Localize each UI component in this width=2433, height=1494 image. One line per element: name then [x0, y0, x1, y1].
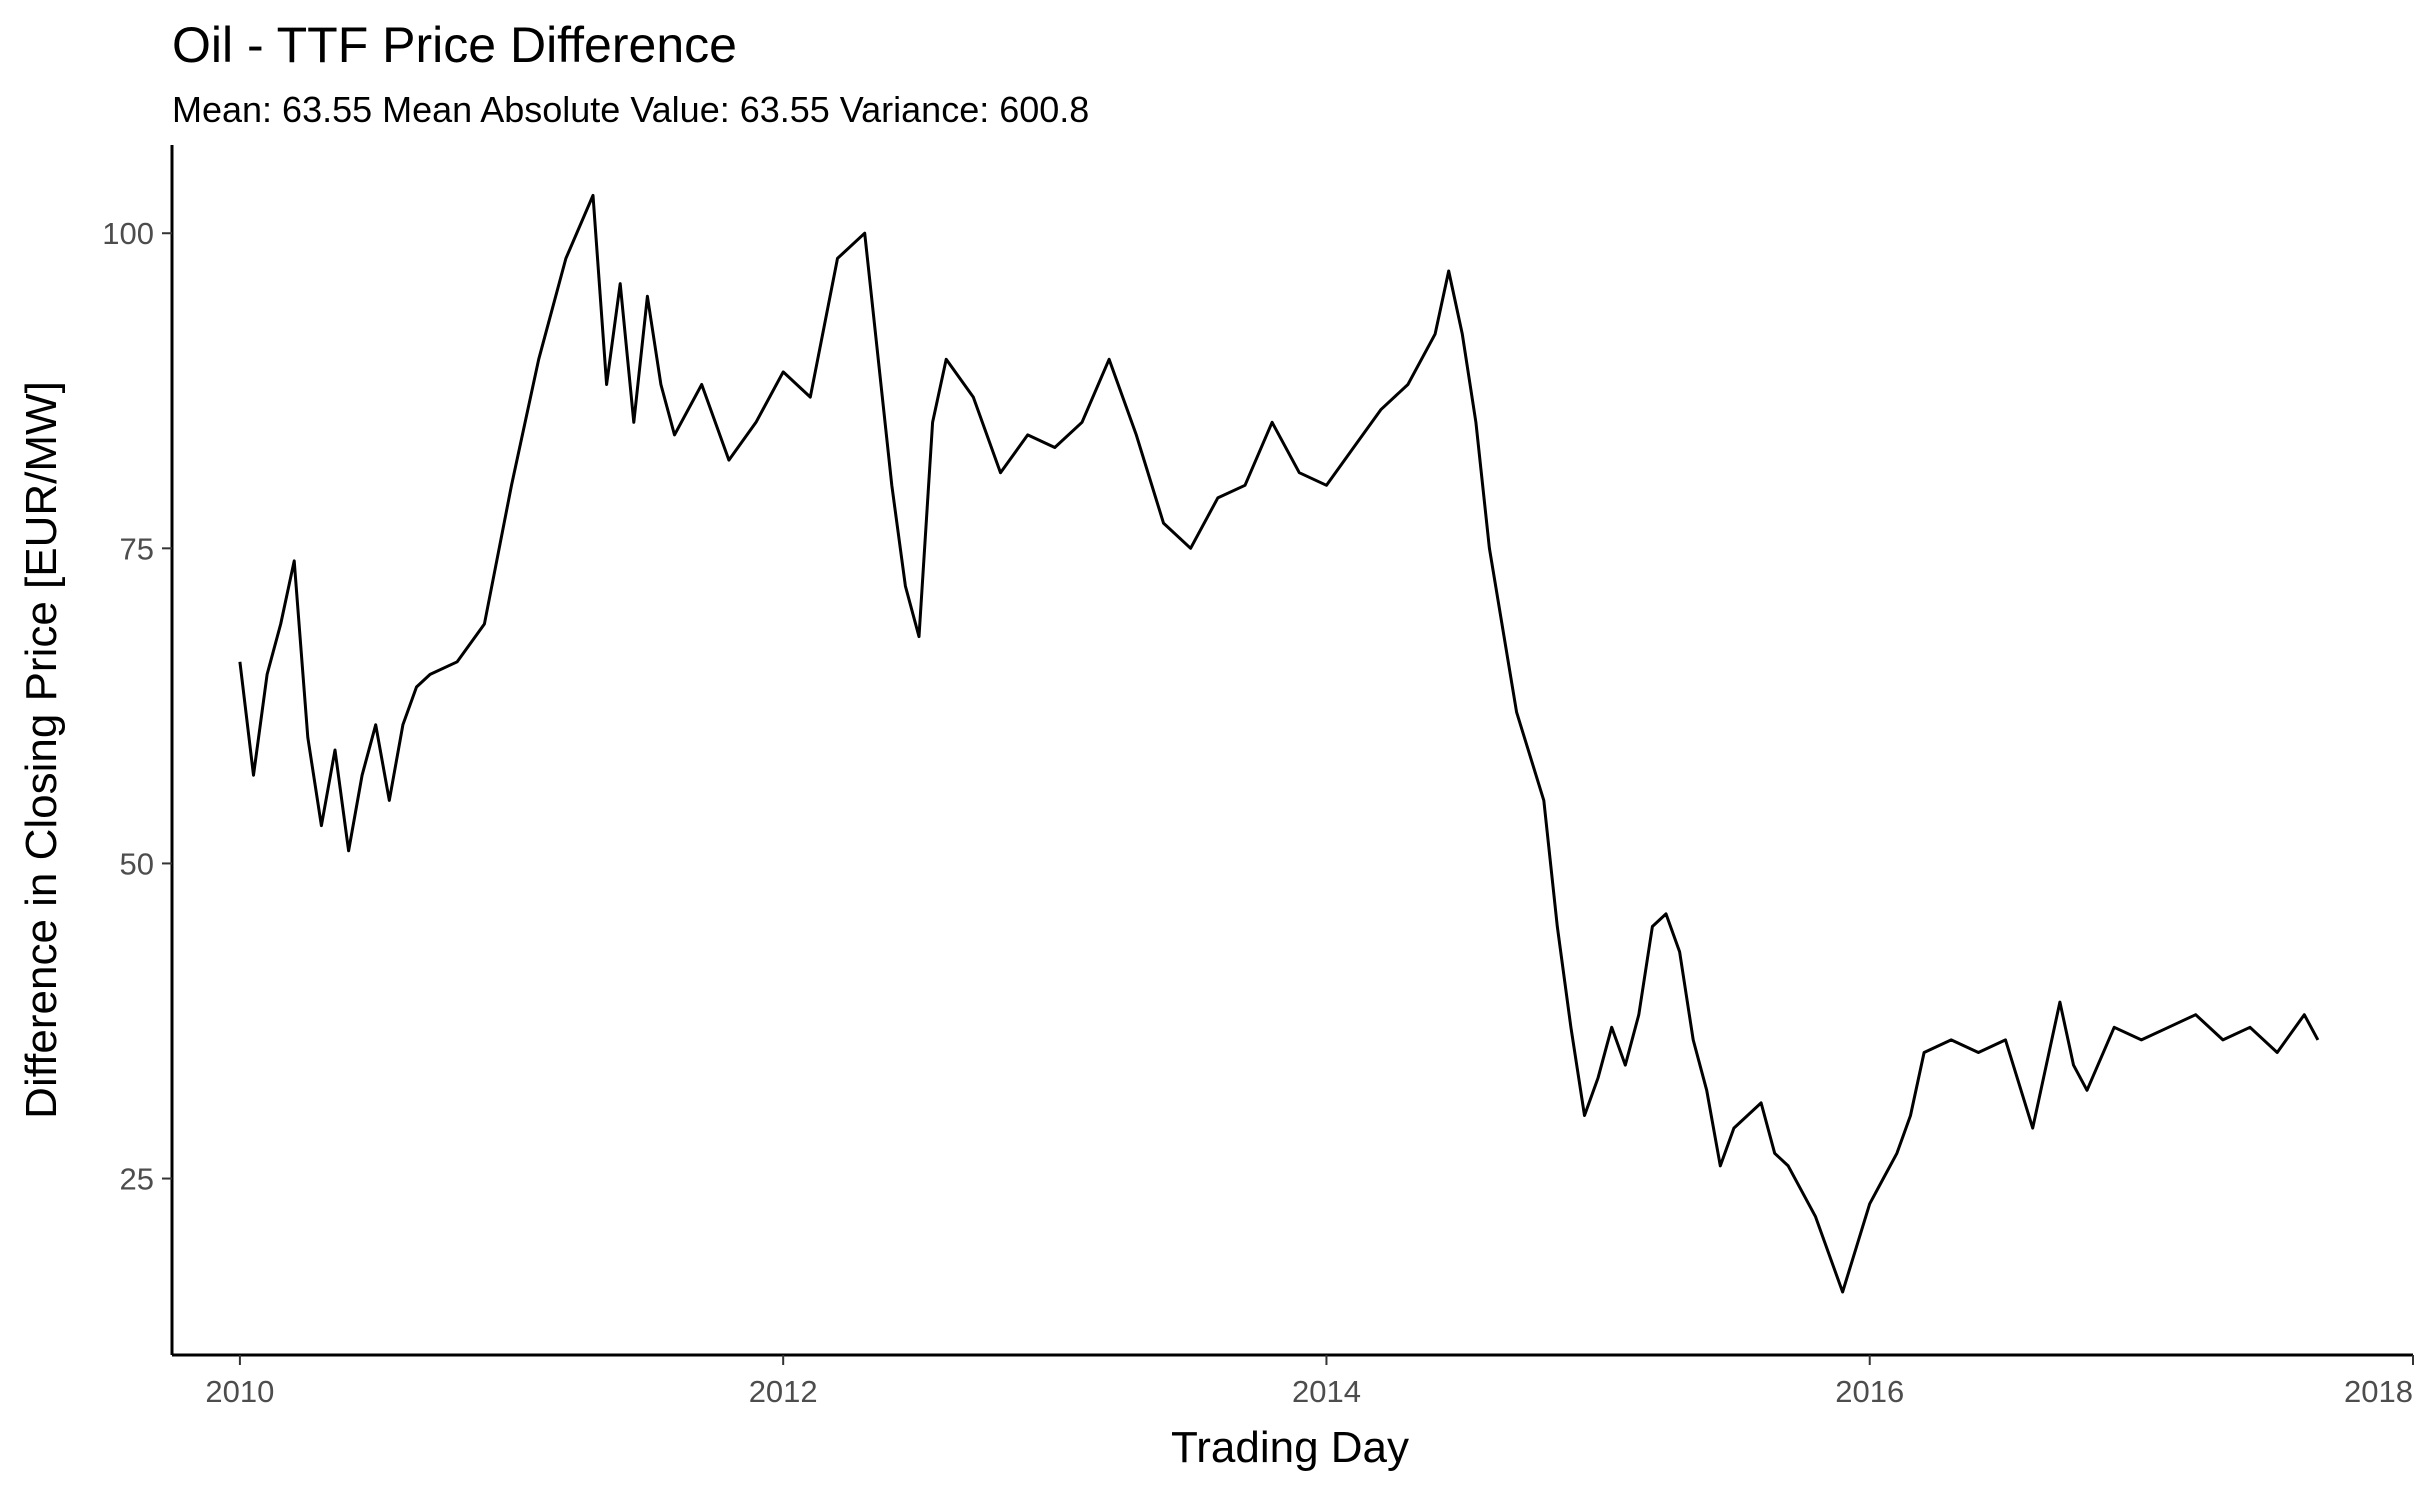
y-tick-label: 25	[120, 1162, 154, 1197]
x-tick-label: 2010	[205, 1374, 274, 1409]
y-axis-title: Difference in Closing Price [EUR/MW]	[17, 381, 66, 1119]
y-tick-label: 75	[120, 531, 154, 566]
x-tick-label: 2012	[749, 1374, 818, 1409]
x-axis-ticks: 2010 2012 2014 2016 2018	[205, 1355, 2414, 1409]
x-tick-label: 2014	[1292, 1374, 1361, 1409]
plot-area	[238, 193, 2320, 1294]
chart-title: Oil - TTF Price Difference	[172, 17, 737, 73]
chart-subtitle: Mean: 63.55 Mean Absolute Value: 63.55 V…	[172, 89, 1089, 130]
x-tick-label: 2016	[1835, 1374, 1904, 1409]
y-tick-label: 50	[120, 846, 154, 881]
y-axis-ticks: 25 50 75 100	[102, 216, 172, 1197]
x-axis-title: Trading Day	[1171, 1423, 1409, 1472]
y-tick-label: 100	[102, 216, 154, 251]
x-tick-label: 2018	[2344, 1374, 2413, 1409]
series-line-0	[238, 193, 2320, 1294]
